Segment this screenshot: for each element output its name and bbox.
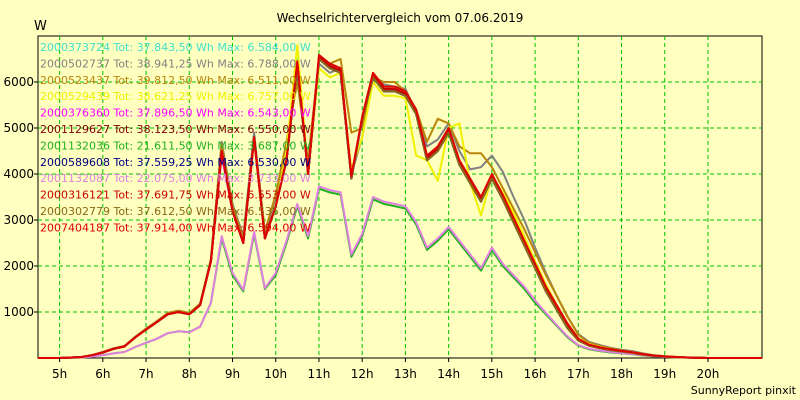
- y-axis-label: W: [34, 19, 47, 34]
- legend-entry: 2000302779 Tot: 37.612,50 Wh Max: 6.535,…: [40, 205, 311, 218]
- legend-entry: 2000523437 Tot: 39.812,50 Wh Max: 6.511,…: [40, 74, 311, 87]
- x-tick-label: 17h: [567, 367, 590, 381]
- legend-entry: 2000502737 Tot: 38.941,25 Wh Max: 6.788,…: [40, 57, 311, 70]
- legend-entry: 2000376360 Tot: 37.896,50 Wh Max: 6.543,…: [40, 107, 311, 120]
- legend-entry: 2000589608 Tot: 37.559,25 Wh Max: 6.530,…: [40, 156, 311, 169]
- y-tick-label: 2000: [3, 259, 34, 273]
- legend-entry: 2001132036 Tot: 21.611,50 Wh Max: 3.687,…: [40, 139, 311, 152]
- y-tick-label: 5000: [3, 121, 34, 135]
- y-tick-label: 3000: [3, 213, 34, 227]
- legend-entry: 2000529439 Tot: 38.621,25 Wh Max: 6.757,…: [40, 90, 311, 103]
- x-tick-label: 19h: [653, 367, 676, 381]
- x-tick-label: 20h: [697, 367, 720, 381]
- series-lines: [38, 44, 762, 359]
- axis-ticks: 5h 6h 7h 8h 9h 10h 11h 12h 13h 14h 15h 16h 17h 18h 19h…: [3, 75, 719, 381]
- legend-entry: 2000373724 Tot: 37.843,50 Wh Max: 6.584,…: [40, 41, 311, 54]
- x-tick-label: 7h: [138, 367, 153, 381]
- y-tick-label: 4000: [3, 167, 34, 181]
- x-tick-label: 5h: [52, 367, 67, 381]
- x-tick-label: 10h: [264, 367, 287, 381]
- series-line-11: [38, 53, 762, 359]
- credit-label: SunnyReport pinxit: [691, 384, 797, 397]
- x-tick-label: 18h: [610, 367, 633, 381]
- chart-title: Wechselrichtervergleich vom 07.06.2019: [277, 11, 524, 25]
- x-tick-label: 16h: [524, 367, 547, 381]
- x-tick-label: 15h: [480, 367, 503, 381]
- legend-entry: 2001129627 Tot: 38.123,50 Wh Max: 6.550,…: [40, 123, 311, 136]
- y-tick-label: 1000: [3, 305, 34, 319]
- x-tick-label: 6h: [95, 367, 110, 381]
- legend-entry: 2007404187 Tot: 37.914,00 Wh Max: 6.594,…: [40, 221, 311, 234]
- y-tick-label: 6000: [3, 75, 34, 89]
- x-tick-label: 14h: [437, 367, 460, 381]
- x-tick-label: 12h: [351, 367, 374, 381]
- x-tick-label: 11h: [308, 367, 331, 381]
- legend-entry: 2001132087 Tot: 22.075,00 Wh Max: 3.733,…: [40, 172, 311, 185]
- grid-lines: [38, 36, 762, 358]
- x-tick-label: 9h: [225, 367, 240, 381]
- x-tick-label: 8h: [182, 367, 197, 381]
- legend-entry: 2000316121 Tot: 37.691,75 Wh Max: 6.553,…: [40, 189, 311, 202]
- x-tick-label: 13h: [394, 367, 417, 381]
- legend: 2000373724 Tot: 37.843,50 Wh Max: 6.584,…: [40, 41, 311, 234]
